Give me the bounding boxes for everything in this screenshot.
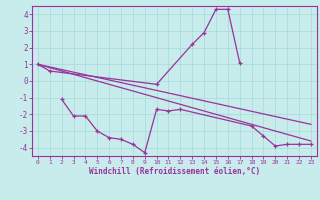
X-axis label: Windchill (Refroidissement éolien,°C): Windchill (Refroidissement éolien,°C)	[89, 167, 260, 176]
